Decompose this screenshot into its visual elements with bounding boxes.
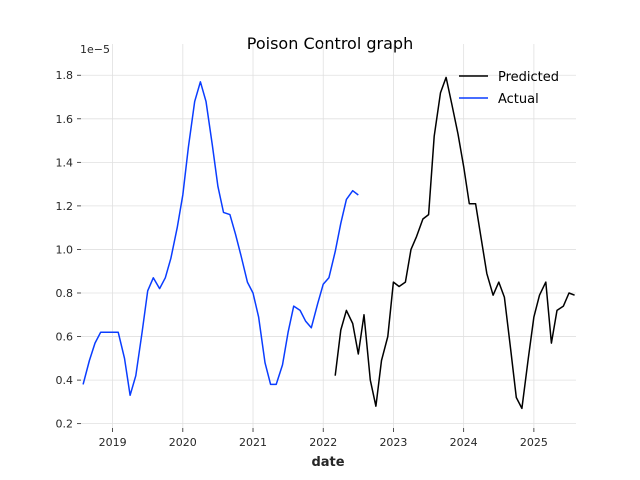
x-tick-label: 2020 [169,436,197,449]
x-axis-label: date [311,455,344,470]
y-tick-label: 1.6 [56,113,74,126]
y-axis-ticks: 0.2 0.4 0.6 0.8 1.0 1.2 1.4 1.6 1.8 [56,69,81,431]
y-tick-label: 1.0 [56,243,74,256]
series-lines [82,76,575,410]
legend: Predicted Actual [459,70,559,107]
y-tick-label: 0.2 [56,418,74,431]
x-tick-label: 2024 [450,436,478,449]
y-tick-label: 0.8 [56,287,74,300]
chart-title: Poison Control graph [247,34,413,53]
legend-label: Predicted [498,70,559,85]
grid-lines [81,44,576,428]
x-tick-label: 2022 [309,436,337,449]
x-tick-label: 2019 [99,436,127,449]
y-tick-label: 0.4 [56,374,74,387]
series-line-predicted [334,76,575,410]
x-tick-label: 2023 [379,436,407,449]
x-axis-ticks: 2019 2020 2021 2022 2023 2024 2025 [99,428,548,449]
series-line-actual [82,81,359,397]
x-tick-label: 2025 [520,436,548,449]
y-tick-label: 1.8 [56,69,74,82]
y-tick-label: 1.2 [56,200,74,213]
legend-label: Actual [498,92,539,107]
x-tick-label: 2021 [239,436,267,449]
y-tick-label: 1.4 [56,156,74,169]
y-tick-label: 0.6 [56,331,74,344]
y-axis-offset-label: 1e−5 [80,43,110,56]
